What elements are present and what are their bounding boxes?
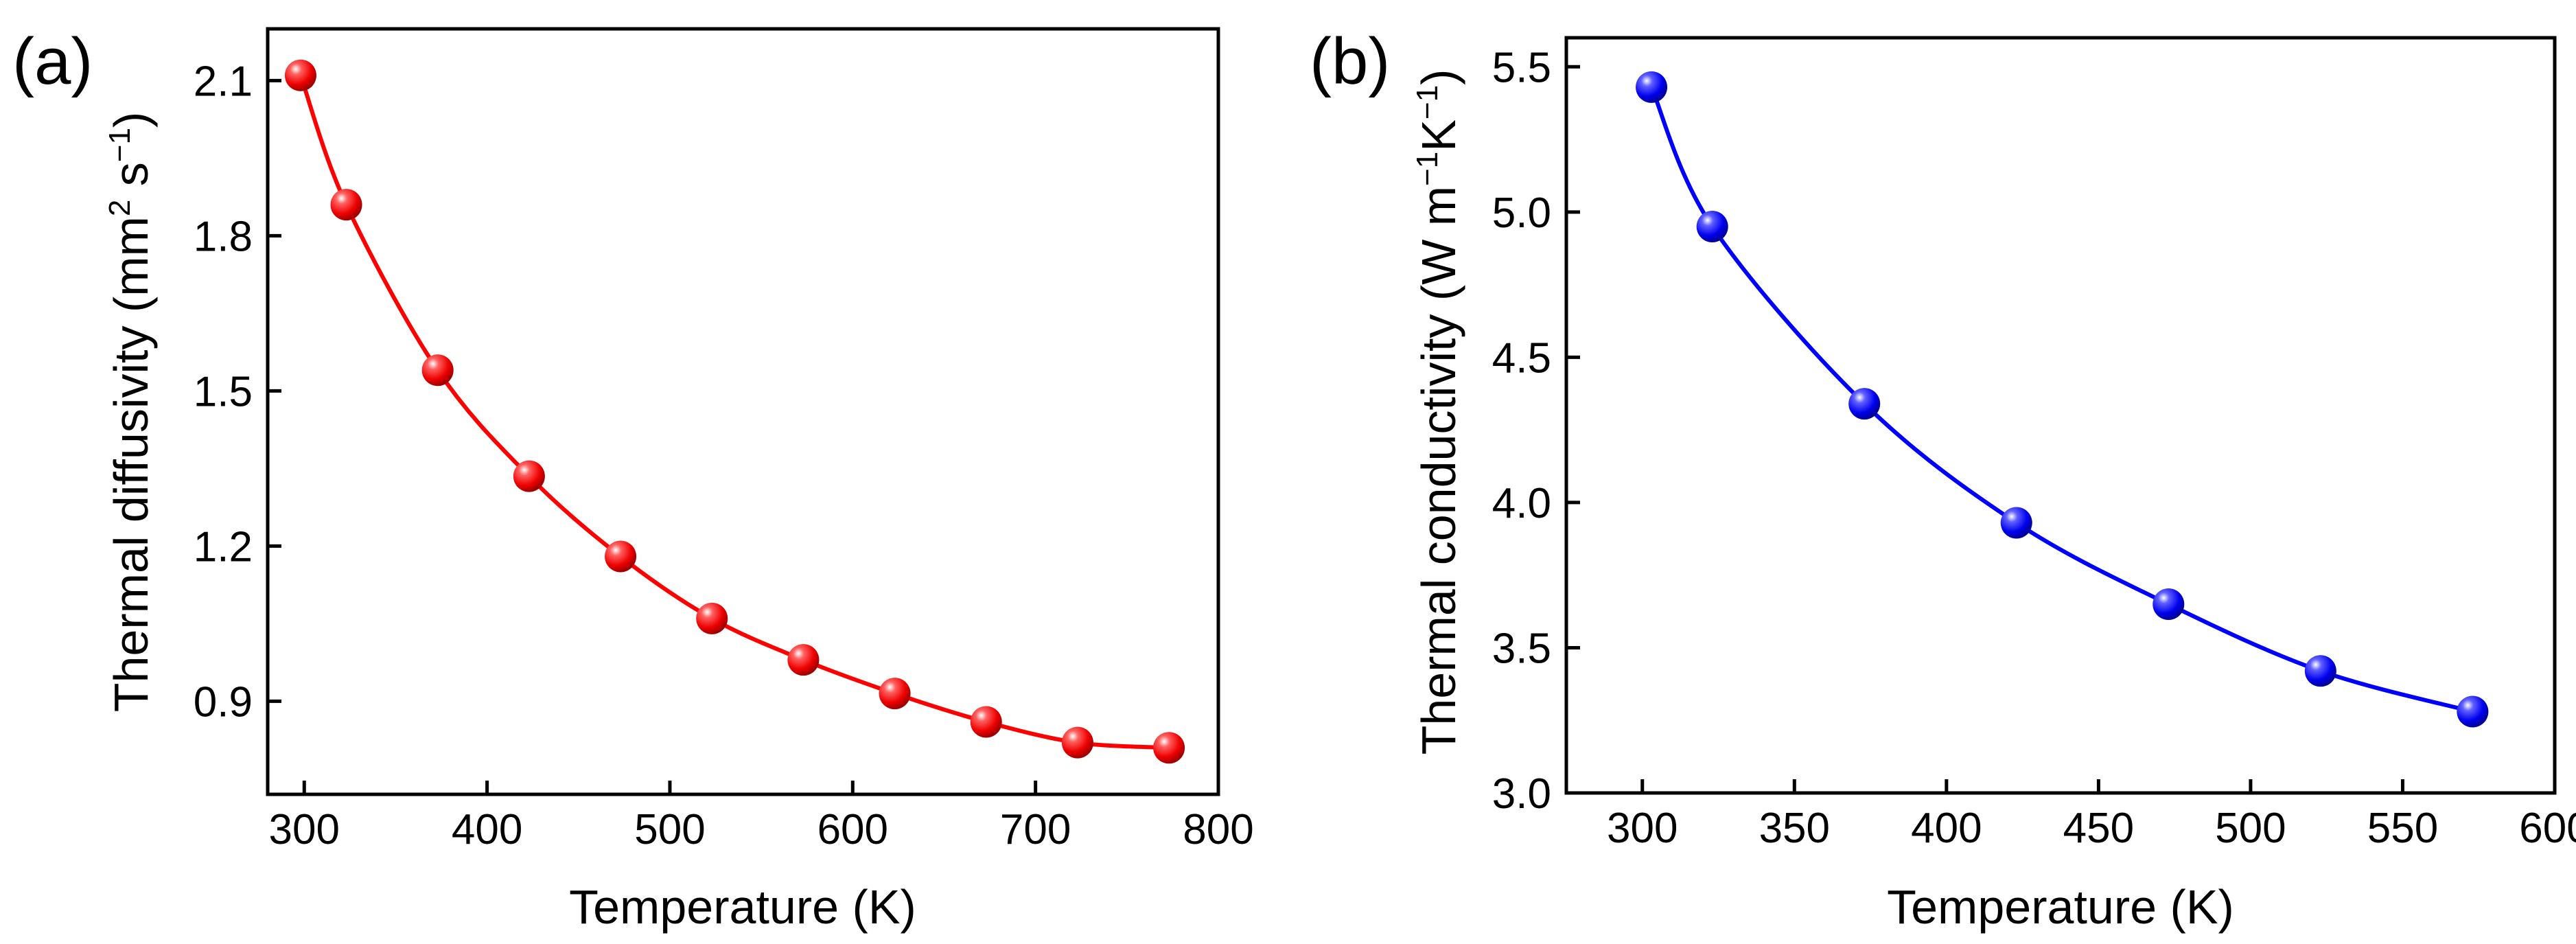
y-tick-label: 3.0 xyxy=(1492,770,1551,818)
x-tick-label: 300 xyxy=(269,806,340,853)
data-point xyxy=(2153,588,2185,620)
x-tick-label: 700 xyxy=(1000,806,1071,853)
data-point xyxy=(284,59,316,91)
x-tick-label: 350 xyxy=(1759,805,1830,852)
data-point xyxy=(421,354,454,387)
x-tick-label: 800 xyxy=(1183,806,1253,853)
panel-b: (b) 300 350 400 450 500 550 600 3.0 3.5 4.0 4.5 5.0… xyxy=(1310,25,2576,934)
data-point xyxy=(513,460,545,492)
y-tick-label: 1.5 xyxy=(194,368,253,415)
series-points-b xyxy=(1636,71,2489,728)
plot-frame-a xyxy=(266,27,1220,796)
data-point xyxy=(2457,695,2489,728)
data-point xyxy=(787,644,820,676)
x-tick-label: 550 xyxy=(2367,805,2438,852)
data-point xyxy=(605,540,637,573)
y-tick-label: 3.5 xyxy=(1492,625,1551,672)
y-tick-label: 4.0 xyxy=(1492,480,1551,527)
y-tick-label: 0.9 xyxy=(194,678,253,726)
data-point xyxy=(1153,732,1185,764)
data-point xyxy=(1061,726,1093,759)
y-tick-label: 2.1 xyxy=(194,58,253,105)
series-points-a xyxy=(284,59,1185,764)
data-point xyxy=(330,189,362,221)
x-tick-label: 400 xyxy=(1911,805,1982,852)
y-axis-label-a: Thermal diffusivity (mm2 s−1) xyxy=(103,112,158,713)
data-point xyxy=(2304,655,2336,687)
data-point xyxy=(1848,388,1881,420)
axis-ticks-a: 300 400 500 600 700 800 0.9 1.2 1.5 1.8 2.1 xyxy=(194,58,1254,853)
x-tick-label: 500 xyxy=(2215,805,2286,852)
data-point xyxy=(879,678,911,710)
x-axis-label-b: Temperature (K) xyxy=(1887,880,2234,934)
x-tick-label: 400 xyxy=(452,806,522,853)
y-axis-label-b: Thermal conductivity (W m−1K−1) xyxy=(1411,69,1465,755)
data-point xyxy=(1636,71,1668,103)
y-tick-label: 4.5 xyxy=(1492,334,1551,382)
panel-label-b: (b) xyxy=(1310,25,1390,98)
y-tick-label: 1.2 xyxy=(194,523,253,571)
axis-ticks-b: 300 350 400 450 500 550 600 3.0 3.5 4.0 4.5 5.0 5.5 xyxy=(1492,44,2576,852)
panel-label-a: (a) xyxy=(12,25,93,98)
y-tick-label: 5.5 xyxy=(1492,44,1551,91)
data-point xyxy=(2000,507,2032,539)
x-tick-label: 450 xyxy=(2063,805,2134,852)
data-point xyxy=(696,602,728,634)
x-tick-label: 600 xyxy=(2519,805,2576,852)
x-axis-label-a: Temperature (K) xyxy=(569,880,916,934)
series-line-b xyxy=(1649,86,2474,714)
x-tick-label: 500 xyxy=(634,806,705,853)
data-point xyxy=(970,706,1002,738)
plot-frame-b xyxy=(1564,36,2557,795)
panel-a: (a) 300 400 500 600 700 800 0.9 1.2 1.5 1.8 2.1 Te… xyxy=(12,25,1254,934)
x-tick-label: 600 xyxy=(817,806,888,853)
series-line-a xyxy=(299,74,1170,750)
data-point xyxy=(1696,211,1728,242)
y-tick-label: 5.0 xyxy=(1492,189,1551,237)
x-tick-label: 300 xyxy=(1607,805,1678,852)
y-tick-label: 1.8 xyxy=(194,213,253,260)
